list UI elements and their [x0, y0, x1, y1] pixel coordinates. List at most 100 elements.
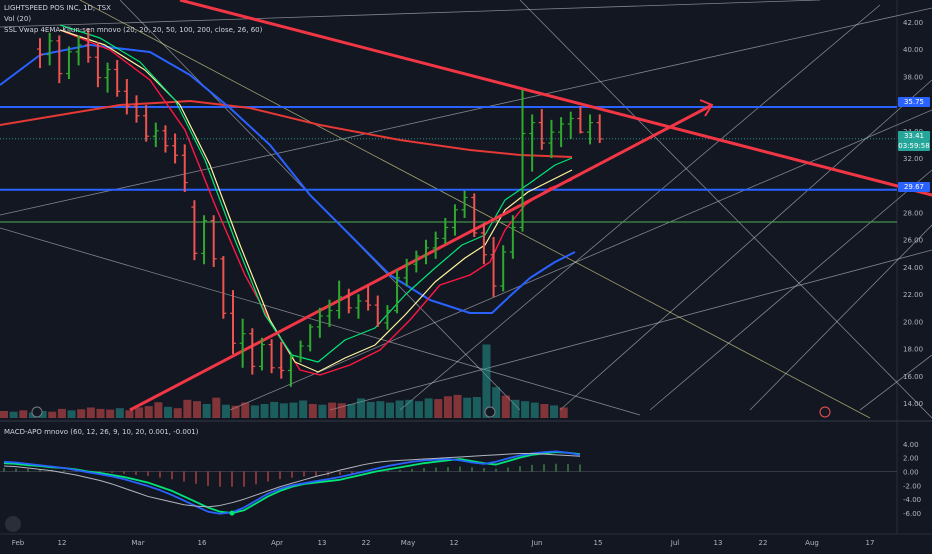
price-bar	[587, 114, 594, 145]
price-bar	[345, 288, 352, 314]
time-tick-label: 12	[58, 539, 67, 547]
price-bar	[239, 318, 246, 368]
price-bar	[423, 239, 429, 265]
price-bar	[567, 111, 574, 139]
volume-legend[interactable]: Vol (20)	[4, 15, 32, 23]
price-bar	[365, 286, 372, 311]
volume-bar	[125, 410, 134, 418]
price-bar	[480, 223, 487, 265]
lower-level-price-label: 29.67	[898, 182, 930, 192]
volume-bar	[173, 408, 182, 418]
price-bar	[143, 104, 150, 142]
tradingview-logo-icon[interactable]	[5, 516, 21, 532]
volume-bar	[279, 403, 288, 418]
price-bar	[500, 245, 507, 292]
ema-red-line	[59, 29, 573, 376]
volume-bar	[183, 399, 192, 418]
volume-bar	[559, 407, 568, 418]
price-bar	[384, 305, 391, 330]
macd-tick-label: -2.00	[903, 482, 921, 490]
price-bar	[326, 299, 333, 327]
price-bar	[65, 46, 72, 80]
price-bar	[230, 290, 236, 355]
volume-bar	[135, 407, 144, 418]
macd-cross-marker	[229, 510, 235, 516]
price-tick-label: 20.00	[903, 318, 923, 326]
volume-bar	[96, 408, 105, 418]
time-tick-label: 22	[362, 539, 371, 547]
price-tick-label: 24.00	[903, 264, 923, 272]
time-tick-label: Mar	[131, 539, 144, 547]
price-bar	[432, 231, 439, 259]
volume-bar	[38, 411, 47, 418]
volume-bar	[9, 411, 18, 418]
price-bar	[85, 28, 92, 63]
price-bar	[210, 215, 217, 267]
price-bar	[75, 35, 82, 66]
ssl-indicator-legend[interactable]: SSL Vwap 4EMA Kijun-sen mnovo (20, 20, 2…	[4, 26, 263, 34]
volume-bar	[414, 401, 423, 418]
falling-trendline	[179, 0, 932, 197]
price-bar	[394, 269, 401, 314]
price-bar	[162, 125, 169, 153]
volume-bar	[386, 402, 394, 418]
volume-bar	[376, 401, 385, 418]
volume-bar	[115, 408, 124, 418]
price-bar	[46, 32, 53, 66]
price-bar	[181, 144, 188, 193]
price-bar	[451, 204, 458, 236]
price-tick-label: 22.00	[903, 291, 923, 299]
price-bar	[220, 256, 227, 319]
volume-bar	[511, 399, 520, 418]
time-tick-label: 15	[594, 539, 603, 547]
time-tick-label: Aug	[805, 539, 819, 547]
volume-bar	[550, 405, 559, 418]
price-bar	[316, 307, 323, 338]
price-tick-label: 16.00	[903, 373, 923, 381]
price-bar	[123, 79, 130, 115]
volume-bar	[357, 398, 366, 418]
volume-bar	[540, 404, 549, 418]
price-tick-label: 28.00	[903, 210, 923, 218]
volume-bar	[241, 402, 250, 418]
price-bar	[442, 217, 449, 244]
macd-indicator-legend[interactable]: MACD-APO mnovo (60, 12, 26, 9, 10, 20, 0…	[4, 428, 199, 436]
price-bar	[509, 215, 516, 259]
time-tick-label: Apr	[271, 539, 283, 547]
volume-bar	[337, 403, 346, 418]
price-bar	[307, 324, 314, 352]
time-tick-label: May	[401, 539, 415, 547]
price-bar	[201, 215, 208, 265]
price-bar	[538, 108, 545, 150]
volume-bar	[328, 402, 337, 418]
volume-bar	[221, 404, 230, 418]
ma-200-line	[0, 100, 573, 158]
price-bar	[461, 190, 468, 218]
price-bar	[133, 95, 140, 123]
price-bar	[355, 294, 362, 319]
price-bar	[336, 280, 343, 319]
volume-bar	[299, 400, 308, 418]
ema-yellow-line	[59, 29, 573, 373]
fan-drawing-line	[859, 354, 932, 411]
symbol-legend[interactable]: LIGHTSPEED POS INC, 1D, TSX	[4, 4, 111, 12]
earnings-event-icon	[484, 406, 496, 418]
price-bar	[114, 59, 121, 97]
volume-bar	[405, 399, 414, 418]
price-bar	[278, 341, 285, 379]
price-bar	[297, 340, 304, 363]
rising-trendline	[129, 103, 713, 412]
earnings-event-icon	[31, 406, 43, 418]
volume-bar	[231, 405, 240, 418]
price-bar	[529, 114, 536, 172]
volume-bar	[443, 396, 452, 418]
price-tick-label: 40.00	[903, 46, 923, 54]
price-bar	[490, 237, 497, 297]
volume-bar	[492, 387, 501, 418]
upper-level-price-label: 35.75	[898, 97, 930, 107]
volume-bar	[106, 409, 115, 418]
last-price-label: 33.41	[898, 131, 930, 141]
volume-bar	[521, 401, 530, 418]
